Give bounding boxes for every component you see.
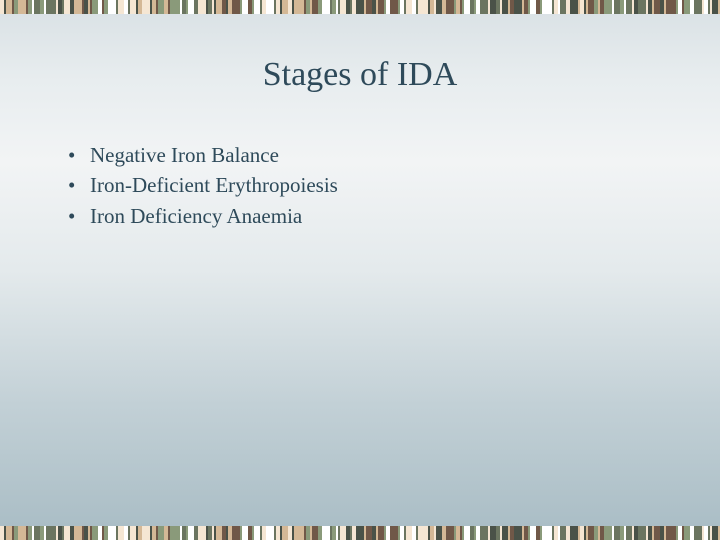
bullet-item: Negative Iron Balance	[68, 140, 338, 170]
bullet-item: Iron Deficiency Anaemia	[68, 201, 338, 231]
bullet-item: Iron-Deficient Erythropoiesis	[68, 170, 338, 200]
slide-title: Stages of IDA	[0, 56, 720, 94]
bullet-list: Negative Iron Balance Iron-Deficient Ery…	[68, 140, 338, 231]
decorative-barcode-bottom	[0, 526, 720, 540]
decorative-barcode-top	[0, 0, 720, 14]
